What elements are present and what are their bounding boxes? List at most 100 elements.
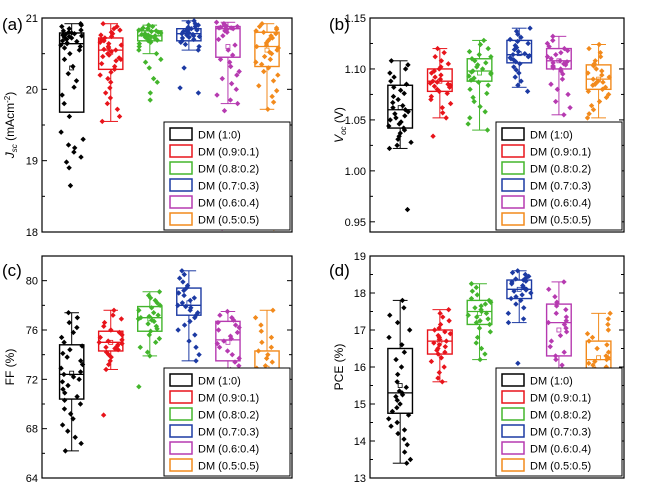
data-point: [586, 111, 592, 117]
data-point: [185, 19, 191, 25]
series-1: [58, 21, 86, 189]
data-point: [441, 49, 447, 56]
data-point: [605, 327, 612, 333]
data-point: [401, 427, 408, 433]
data-point: [436, 369, 443, 376]
data-point: [525, 40, 531, 47]
panel-label: (d): [329, 261, 350, 280]
y-axis-label-main: PCE (%): [332, 344, 346, 391]
series-6: [584, 41, 612, 121]
data-point: [114, 106, 121, 113]
data-point: [147, 295, 154, 301]
data-point: [444, 90, 450, 97]
data-point: [469, 288, 476, 294]
data-point: [149, 23, 156, 30]
data-point: [553, 51, 559, 58]
data-point: [148, 305, 155, 311]
data-point: [508, 295, 514, 302]
y-tick-label: 72: [26, 374, 38, 386]
data-point: [103, 344, 109, 350]
data-point: [563, 325, 569, 331]
data-point: [112, 345, 118, 352]
data-point: [267, 56, 274, 63]
legend-label: DM (0.5:0.5): [530, 461, 591, 473]
chart-panel-4: 13 14 15 16 17 18 19 (d) PCE (%) DM (1:0) DM (0.9:…: [329, 251, 625, 485]
data-point: [233, 86, 239, 93]
data-point: [61, 100, 67, 107]
data-point: [116, 113, 123, 120]
box: [387, 84, 414, 129]
series-4: [505, 268, 534, 366]
data-point: [554, 86, 561, 93]
data-point: [111, 63, 118, 70]
data-point: [405, 62, 411, 68]
data-point: [114, 343, 121, 349]
data-point: [66, 33, 72, 40]
data-point: [136, 384, 142, 390]
data-point: [406, 327, 413, 333]
data-point: [428, 358, 435, 365]
data-point: [216, 25, 222, 31]
data-point: [269, 359, 275, 365]
data-point: [442, 343, 449, 350]
data-point: [155, 312, 161, 318]
data-point: [178, 39, 184, 45]
data-point: [148, 33, 154, 40]
data-point: [103, 366, 109, 373]
y-tick-label: 1.10: [345, 64, 366, 76]
legend-swatch: [169, 127, 193, 141]
data-point: [265, 65, 272, 71]
y-tick-label: 18: [354, 288, 366, 300]
data-point: [230, 317, 237, 323]
data-point: [402, 113, 408, 119]
data-point: [108, 327, 114, 333]
data-point: [99, 118, 105, 125]
data-point: [118, 56, 124, 63]
data-point: [256, 83, 262, 89]
data-point: [465, 121, 471, 127]
data-point: [513, 67, 519, 73]
data-point: [268, 50, 275, 57]
data-point: [108, 69, 114, 75]
data-point: [602, 84, 609, 90]
y-tick-label: 68: [26, 424, 38, 436]
data-point: [76, 376, 82, 383]
data-point: [439, 379, 445, 385]
legend-swatch: [169, 195, 193, 209]
data-point: [401, 90, 407, 97]
data-point: [147, 353, 153, 359]
data-point: [563, 306, 569, 313]
data-point: [58, 334, 65, 341]
mean-marker: [264, 47, 270, 53]
data-point: [105, 75, 111, 82]
legend: DM (1:0) DM (0.9:0.1) DM (0.8:0.2) DM (0.7:…: [163, 121, 291, 231]
data-point: [445, 61, 452, 67]
data-point: [196, 33, 203, 40]
data-point: [59, 379, 66, 385]
series-5: [544, 33, 573, 118]
data-point: [481, 37, 487, 44]
data-point: [557, 58, 563, 64]
data-point: [592, 58, 598, 64]
data-point: [386, 334, 392, 341]
legend-swatch: [501, 178, 525, 192]
y-axis-label: Voc (V): [332, 107, 348, 143]
data-point: [73, 78, 80, 84]
legend-label: DM (0.7:0.3): [530, 427, 591, 439]
data-point: [106, 45, 112, 51]
data-point: [436, 325, 442, 331]
data-point: [270, 307, 276, 313]
data-point: [388, 78, 394, 84]
data-point: [105, 50, 111, 57]
series-1: [58, 310, 86, 454]
data-point: [234, 23, 241, 30]
data-point: [484, 90, 490, 97]
data-point: [550, 33, 556, 40]
data-point: [548, 338, 555, 344]
data-point: [553, 310, 559, 317]
series-1: [386, 58, 414, 213]
data-point: [269, 93, 275, 100]
data-point: [232, 322, 239, 328]
data-point: [151, 318, 157, 325]
data-point: [606, 74, 612, 80]
